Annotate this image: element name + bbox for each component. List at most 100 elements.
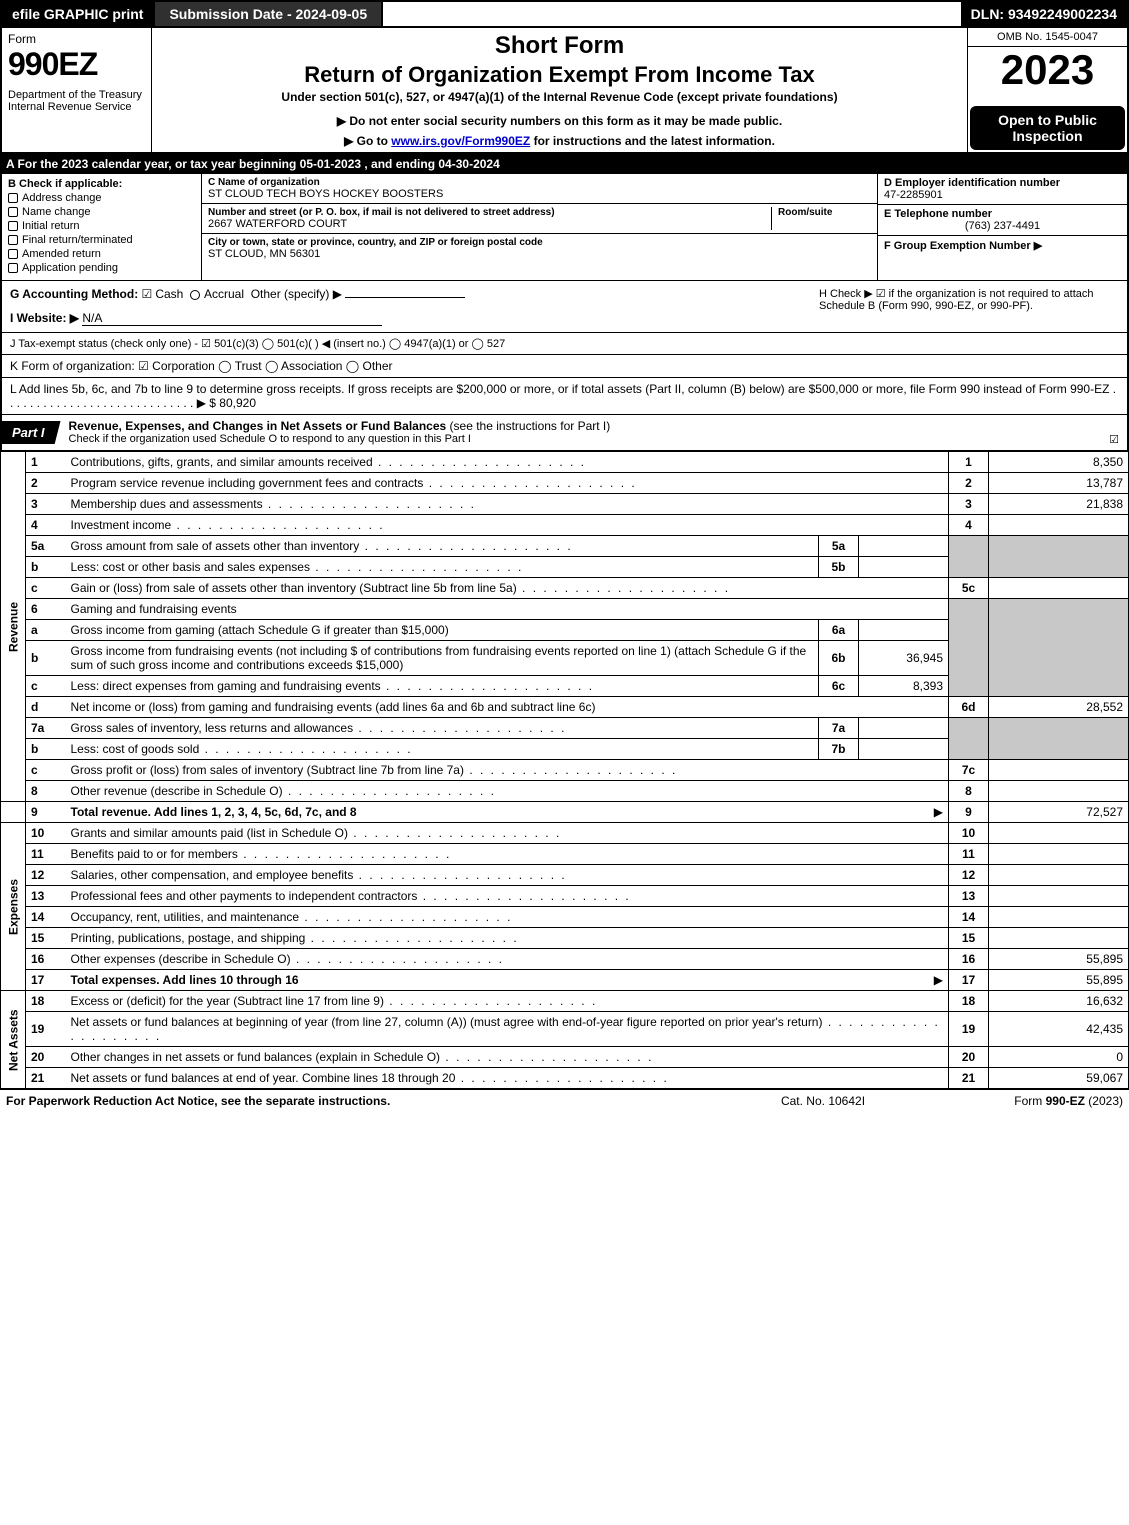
row-g: G Accounting Method: Cash Accrual Other … (10, 287, 799, 326)
chk-amended-return[interactable]: Amended return (8, 248, 195, 260)
footer-left: For Paperwork Reduction Act Notice, see … (6, 1094, 723, 1108)
l1-rv: 8,350 (989, 452, 1129, 473)
chk-cash[interactable] (142, 287, 156, 301)
l7b-mn: 7b (819, 739, 859, 760)
l6c-desc: Less: direct expenses from gaming and fu… (66, 676, 819, 697)
other-underline (345, 297, 465, 298)
l11-rv (989, 844, 1129, 865)
l12-rn: 12 (949, 865, 989, 886)
l3-desc: Membership dues and assessments (66, 494, 949, 515)
l6d-rn: 6d (949, 697, 989, 718)
header-center: Short Form Return of Organization Exempt… (152, 28, 967, 152)
header-left: Form 990EZ Department of the Treasury In… (2, 28, 152, 152)
l5b-mn: 5b (819, 557, 859, 578)
efile-label[interactable]: efile GRAPHIC print (2, 2, 153, 26)
city-label: City or town, state or province, country… (208, 237, 871, 248)
l7c-rv (989, 760, 1129, 781)
l1-desc: Contributions, gifts, grants, and simila… (66, 452, 949, 473)
l1-rn: 1 (949, 452, 989, 473)
l19-rv: 42,435 (989, 1012, 1129, 1047)
l8-desc: Other revenue (describe in Schedule O) (66, 781, 949, 802)
l2-rn: 2 (949, 473, 989, 494)
submission-date: Submission Date - 2024-09-05 (153, 2, 383, 26)
l6b-mv: 36,945 (859, 641, 949, 676)
l12-rv (989, 865, 1129, 886)
l17-rn: 17 (949, 970, 989, 991)
l6a-num: a (26, 620, 66, 641)
org-name-cell: C Name of organization ST CLOUD TECH BOY… (202, 174, 877, 204)
part1-checkbox[interactable]: ☑ (1109, 433, 1119, 446)
l7b-num: b (26, 739, 66, 760)
l21-rv: 59,067 (989, 1068, 1129, 1089)
expenses-sidebar: Expenses (1, 823, 26, 991)
org-name: ST CLOUD TECH BOYS HOCKEY BOOSTERS (208, 188, 871, 200)
l6-desc: Gaming and fundraising events (66, 599, 949, 620)
l6b-desc: Gross income from fundraising events (no… (66, 641, 819, 676)
row-j: J Tax-exempt status (check only one) - ☑… (0, 333, 1129, 355)
l7c-desc: Gross profit or (loss) from sales of inv… (66, 760, 949, 781)
form-subtitle: Under section 501(c), 527, or 4947(a)(1)… (162, 90, 957, 104)
l6-grey-v (989, 599, 1129, 697)
l7c-num: c (26, 760, 66, 781)
chk-address-change[interactable]: Address change (8, 192, 195, 204)
l17-num: 17 (26, 970, 66, 991)
row-h: H Check ▶ ☑ if the organization is not r… (819, 287, 1119, 326)
part1-title-block: Revenue, Expenses, and Changes in Net As… (61, 415, 1127, 450)
tel-label: E Telephone number (884, 208, 1121, 220)
l9-spacer (1, 802, 26, 823)
l6-grey (949, 599, 989, 697)
form-label: Form (8, 32, 145, 46)
chk-final-return[interactable]: Final return/terminated (8, 234, 195, 246)
l16-rv: 55,895 (989, 949, 1129, 970)
page-footer: For Paperwork Reduction Act Notice, see … (0, 1089, 1129, 1112)
l19-rn: 19 (949, 1012, 989, 1047)
l17-desc: Total expenses. Add lines 10 through 16 … (66, 970, 949, 991)
chk-name-change[interactable]: Name change (8, 206, 195, 218)
row-g-h: G Accounting Method: Cash Accrual Other … (0, 281, 1129, 333)
ein-value: 47-2285901 (884, 189, 1121, 201)
l7-grey (949, 718, 989, 760)
org-city: ST CLOUD, MN 56301 (208, 248, 871, 260)
goto-line: ▶ Go to www.irs.gov/Form990EZ for instru… (162, 134, 957, 148)
l15-num: 15 (26, 928, 66, 949)
i-label: I Website: ▶ (10, 311, 79, 325)
org-addr-cell: Number and street (or P. O. box, if mail… (202, 204, 877, 234)
l14-rv (989, 907, 1129, 928)
l5ab-grey (949, 536, 989, 578)
l10-num: 10 (26, 823, 66, 844)
org-name-label: C Name of organization (208, 177, 871, 188)
l5b-num: b (26, 557, 66, 578)
chk-application-pending[interactable]: Application pending (8, 262, 195, 274)
l4-rn: 4 (949, 515, 989, 536)
part1-tab: Part I (2, 421, 61, 444)
box-def: D Employer identification number 47-2285… (877, 174, 1127, 280)
l10-rn: 10 (949, 823, 989, 844)
chk-accrual[interactable] (190, 290, 200, 300)
l13-desc: Professional fees and other payments to … (66, 886, 949, 907)
l6-num: 6 (26, 599, 66, 620)
l6c-mn: 6c (819, 676, 859, 697)
l2-desc: Program service revenue including govern… (66, 473, 949, 494)
ein-label: D Employer identification number (884, 177, 1121, 189)
l17-rv: 55,895 (989, 970, 1129, 991)
chk-initial-return[interactable]: Initial return (8, 220, 195, 232)
ein-cell: D Employer identification number 47-2285… (878, 174, 1127, 205)
l15-desc: Printing, publications, postage, and shi… (66, 928, 949, 949)
form-header: Form 990EZ Department of the Treasury In… (0, 28, 1129, 154)
l11-desc: Benefits paid to or for members (66, 844, 949, 865)
open-to-public-badge: Open to Public Inspection (970, 106, 1125, 150)
irs-link[interactable]: www.irs.gov/Form990EZ (391, 134, 530, 148)
l20-rv: 0 (989, 1047, 1129, 1068)
tel-value: (763) 237-4491 (884, 220, 1121, 232)
l18-desc: Excess or (deficit) for the year (Subtra… (66, 991, 949, 1012)
part1-header: Part I Revenue, Expenses, and Changes in… (0, 415, 1129, 451)
l2-rv: 13,787 (989, 473, 1129, 494)
l14-num: 14 (26, 907, 66, 928)
g-label: G Accounting Method: (10, 287, 138, 301)
l5c-num: c (26, 578, 66, 599)
l5a-desc: Gross amount from sale of assets other t… (66, 536, 819, 557)
l10-desc: Grants and similar amounts paid (list in… (66, 823, 949, 844)
l5b-mv (859, 557, 949, 578)
l8-rn: 8 (949, 781, 989, 802)
l13-num: 13 (26, 886, 66, 907)
